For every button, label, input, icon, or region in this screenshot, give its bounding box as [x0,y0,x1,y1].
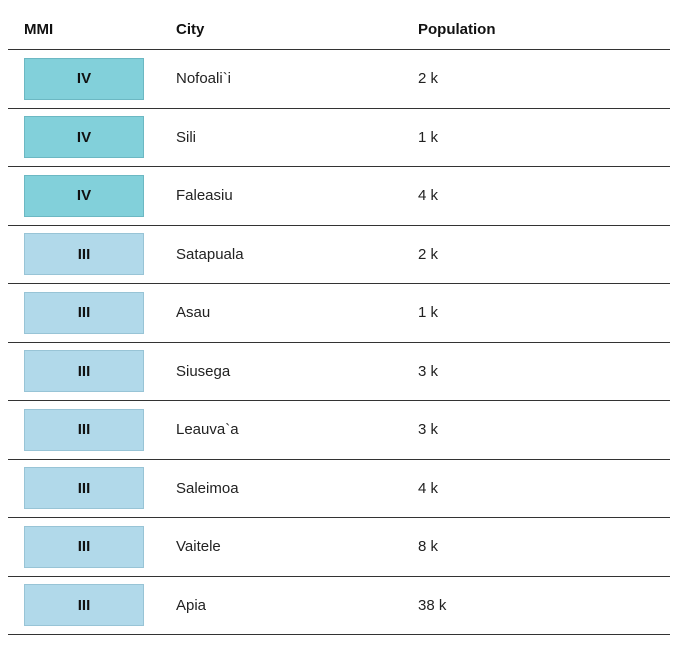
table-row: IV Nofoali`i 2 k [8,50,670,109]
population-cell: 38 k [418,596,447,614]
mmi-badge: III [24,233,144,276]
population-cell: 3 k [418,421,439,439]
mmi-badge: IV [24,57,144,100]
mmi-badge: IV [24,116,144,159]
mmi-badge: III [24,291,144,334]
mmi-badge: III [24,525,144,568]
table-row: III Apia 38 k [8,577,670,635]
table-row: III Vaitele 8 k [8,518,670,577]
table-row: IV Faleasiu 4 k [8,167,670,226]
table-row: III Siusega 3 k [8,343,670,401]
header-city: City [176,21,205,38]
city-cell: Leauva`a [176,421,239,439]
city-cell: Vaitele [176,538,221,556]
city-cell: Satapuala [176,245,244,263]
header-population: Population [418,21,496,38]
mmi-badge: IV [24,174,144,217]
table-row: III Asau 1 k [8,284,670,343]
mmi-badge: III [24,350,144,393]
mmi-badge: III [24,408,144,451]
population-cell: 1 k [418,128,439,146]
city-cell: Asau [176,304,211,322]
table-row: III Leauva`a 3 k [8,401,670,460]
table-row: IV Sili 1 k [8,109,670,167]
population-cell: 3 k [418,362,439,380]
population-cell: 1 k [418,304,439,322]
city-cell: Nofoali`i [176,70,232,88]
table-row: III Saleimoa 4 k [8,460,670,518]
population-cell: 2 k [418,70,439,88]
population-cell: 2 k [418,245,439,263]
table-header: MMI City Population [8,10,670,50]
city-cell: Apia [176,596,207,614]
city-cell: Faleasiu [176,187,233,205]
city-cell: Sili [176,128,197,146]
mmi-badge: III [24,467,144,510]
population-cell: 8 k [418,538,439,556]
population-cell: 4 k [418,479,439,497]
population-cell: 4 k [418,187,439,205]
city-cell: Saleimoa [176,479,239,497]
mmi-badge: III [24,584,144,627]
city-cell: Siusega [176,362,231,380]
table-row: III Satapuala 2 k [8,226,670,284]
intensity-table: MMI City Population IV Nofoali`i 2 k IV … [8,10,670,635]
header-mmi: MMI [24,21,54,38]
